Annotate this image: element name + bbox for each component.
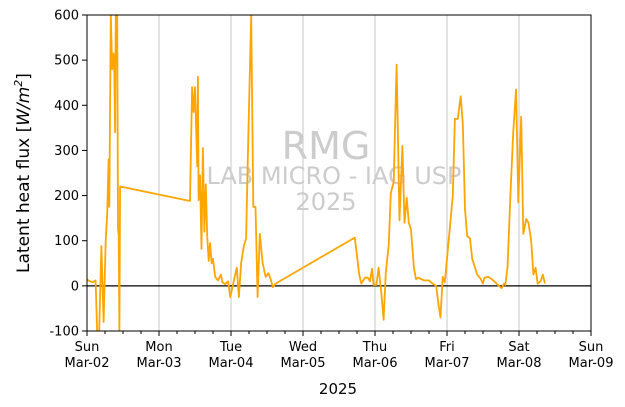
y-axis-label-close: ] [14,73,34,80]
x-axis-label: 2025 [319,380,357,398]
x-axis-ticks: SunMar-02MonMar-03TueMar-04WedMar-05ThuM… [65,331,614,371]
y-tick-label: 600 [54,9,79,24]
x-tick-date: Mar-09 [569,356,614,371]
watermark-line-3: 2025 [295,188,356,216]
series-line [87,15,546,331]
x-tick-weekday: Sun [579,340,604,355]
watermark: RMG LAB MICRO - IAG USP 2025 [206,124,461,216]
y-tick-label: -100 [49,325,79,340]
x-tick-date: Mar-06 [353,356,398,371]
x-tick-weekday: Mon [145,340,172,355]
x-tick-weekday: Fri [439,340,455,355]
y-tick-label: 0 [71,279,79,294]
x-tick-weekday: Sun [75,340,100,355]
y-axis-ticks: -100 0 100 200 300 400 500 600 [49,9,87,340]
plot-area [87,15,546,331]
x-tick-date: Mar-07 [425,356,470,371]
y-axis-label-unit: W/m [14,87,34,126]
x-tick-date: Mar-05 [281,356,326,371]
watermark-line-2: LAB MICRO - IAG USP [206,162,461,190]
y-axis-label-superscript: 2 [12,80,25,87]
y-tick-label: 400 [54,99,79,114]
y-tick-label: 500 [54,54,79,69]
x-tick-weekday: Thu [362,340,387,355]
y-axis-label-main: Latent heat flux [ [14,126,34,273]
x-tick-weekday: Sat [508,340,529,355]
x-tick-date: Mar-08 [497,356,542,371]
y-tick-label: 200 [54,189,79,204]
y-tick-label: 100 [54,234,79,249]
x-tick-date: Mar-03 [137,356,182,371]
x-tick-date: Mar-04 [209,356,254,371]
y-tick-label: 300 [54,144,79,159]
x-tick-weekday: Wed [289,340,317,355]
x-tick-date: Mar-02 [65,356,110,371]
x-tick-weekday: Tue [219,340,242,355]
y-axis-label: Latent heat flux [W/m2] [12,73,34,273]
watermark-line-1: RMG [282,124,371,168]
